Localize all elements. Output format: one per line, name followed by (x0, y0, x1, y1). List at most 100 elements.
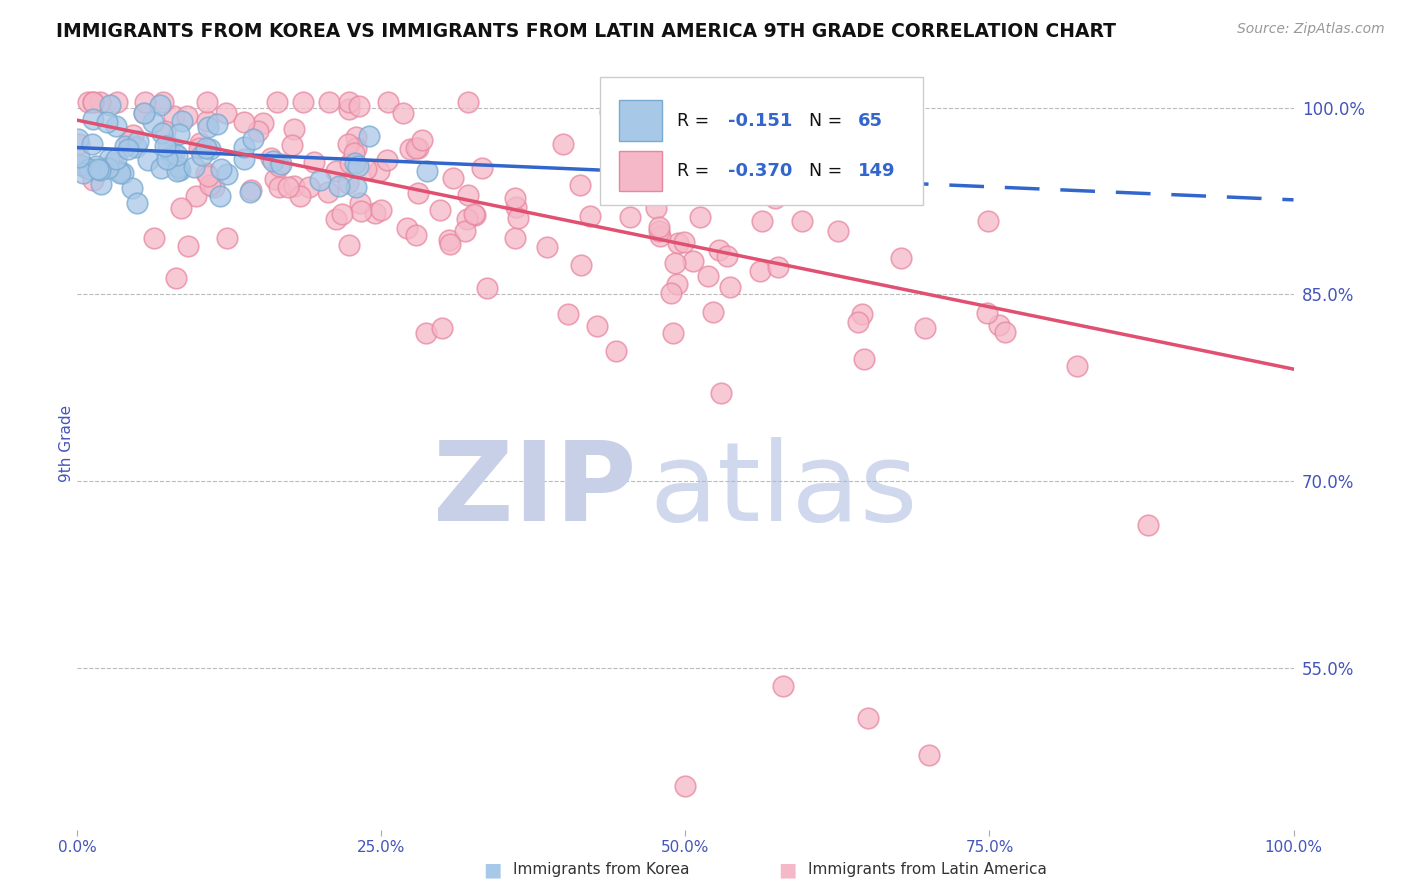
Point (605, 344, 627, 359)
Point (364, 205, 387, 219)
Point (197, 120, 219, 135)
Point (408, 141, 430, 155)
Point (260, 151, 283, 165)
Point (86, 161, 108, 176)
Point (318, 95, 340, 109)
FancyBboxPatch shape (619, 151, 662, 191)
Text: R =: R = (676, 112, 714, 130)
Point (82, 95, 104, 109)
Point (200, 142, 222, 156)
Point (66, 132, 89, 146)
Point (136, 153, 159, 168)
Point (187, 141, 209, 155)
Point (242, 132, 264, 146)
Point (283, 179, 305, 194)
Point (396, 221, 419, 235)
Text: N =: N = (810, 162, 848, 180)
Point (457, 187, 479, 202)
Point (339, 155, 361, 169)
Text: -0.151: -0.151 (728, 112, 793, 130)
Point (475, 281, 498, 295)
Point (664, 256, 686, 270)
Point (697, 268, 720, 283)
Point (163, 146, 186, 161)
Point (471, 161, 494, 175)
Point (111, 166, 134, 180)
Point (166, 164, 188, 178)
Point (125, 140, 148, 154)
Point (170, 201, 193, 215)
Text: R =: R = (676, 162, 714, 180)
Point (238, 185, 260, 199)
Point (377, 95, 399, 109)
Text: ZIP: ZIP (433, 436, 637, 543)
Point (76, 95, 98, 109)
Point (108, 164, 131, 178)
Point (177, 239, 200, 253)
Point (994, 325, 1017, 339)
Point (195, 95, 218, 109)
Point (853, 351, 876, 366)
Point (267, 159, 290, 173)
Point (72, 166, 94, 180)
Point (101, 156, 124, 170)
Point (105, 152, 128, 166)
Text: ■: ■ (778, 860, 797, 880)
Point (415, 164, 437, 178)
Point (150, 127, 173, 141)
Point (283, 121, 305, 136)
Text: Immigrants from Latin America: Immigrants from Latin America (808, 863, 1047, 877)
Point (98, 152, 121, 166)
Point (456, 211, 478, 226)
Point (163, 109, 186, 123)
Point (682, 254, 704, 268)
Y-axis label: 9th Grade: 9th Grade (59, 405, 73, 483)
Point (152, 95, 174, 109)
Point (751, 214, 773, 228)
Point (503, 231, 526, 245)
Point (569, 258, 592, 272)
Point (846, 315, 869, 329)
Point (666, 277, 689, 292)
Point (159, 148, 181, 162)
Point (188, 136, 211, 151)
Point (262, 153, 284, 168)
Point (411, 132, 433, 146)
Point (336, 176, 359, 190)
Point (121, 181, 143, 195)
Point (1066, 359, 1088, 373)
Point (675, 779, 697, 793)
Point (197, 169, 219, 183)
Point (264, 172, 287, 186)
Point (89, 163, 111, 178)
Point (344, 180, 367, 194)
Point (430, 321, 453, 335)
Point (454, 224, 477, 238)
Point (155, 123, 177, 137)
Point (122, 128, 145, 142)
Point (309, 172, 332, 186)
Point (439, 236, 461, 251)
Point (215, 231, 238, 245)
Point (666, 235, 689, 250)
Point (644, 201, 666, 215)
Point (347, 159, 370, 173)
Point (153, 139, 176, 153)
Point (239, 183, 262, 197)
Point (702, 305, 724, 319)
Point (647, 224, 669, 238)
Point (143, 231, 166, 245)
Point (429, 203, 451, 218)
Point (337, 95, 360, 109)
Point (792, 214, 814, 228)
Point (233, 152, 256, 166)
Point (149, 161, 172, 175)
Point (391, 106, 413, 120)
Point (166, 147, 188, 161)
Point (208, 189, 231, 203)
Point (176, 109, 198, 123)
Point (325, 211, 347, 226)
Point (398, 142, 420, 156)
Point (463, 207, 485, 221)
Point (267, 180, 290, 194)
